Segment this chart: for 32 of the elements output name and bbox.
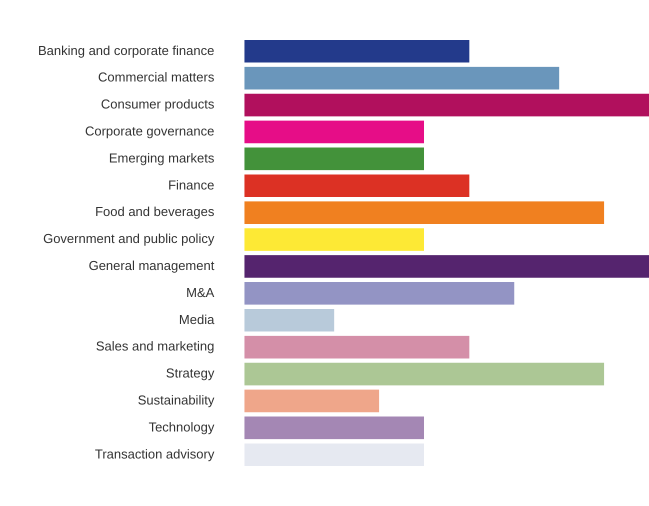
bar <box>244 416 424 440</box>
bar <box>244 390 380 412</box>
bar <box>244 336 470 358</box>
bar <box>244 443 424 466</box>
bar <box>244 201 604 224</box>
y-tick-label: General management <box>88 258 215 274</box>
bar <box>244 308 334 332</box>
y-tick-label: Transaction advisory <box>94 446 215 462</box>
y-tick-label: Banking and corporate finance <box>38 42 214 58</box>
y-tick-label: Commercial matters <box>98 70 215 85</box>
bar <box>244 40 470 63</box>
y-tick-label: Food and beverages <box>95 204 215 220</box>
bar <box>244 282 514 305</box>
bar <box>244 120 424 144</box>
bar <box>244 148 424 170</box>
y-tick-label: Sales and marketing <box>96 338 214 354</box>
y-tick-label: Strategy <box>166 366 215 381</box>
y-tick-label: Technology <box>148 419 215 434</box>
bar <box>244 66 560 90</box>
bar <box>244 362 604 386</box>
y-tick-label: Emerging markets <box>108 150 215 166</box>
y-tick-label: Media <box>178 312 216 327</box>
bar <box>244 94 649 116</box>
bar <box>244 174 470 198</box>
y-tick-label: Corporate governance <box>84 124 214 139</box>
y-tick-label: M&A <box>186 284 215 300</box>
y-tick-label: Government and public policy <box>43 231 215 246</box>
bar <box>244 228 424 251</box>
bar <box>244 255 649 278</box>
y-tick-label: Sustainability <box>138 392 215 408</box>
y-tick-label: Finance <box>168 177 214 192</box>
y-tick-label: Consumer products <box>100 96 215 112</box>
